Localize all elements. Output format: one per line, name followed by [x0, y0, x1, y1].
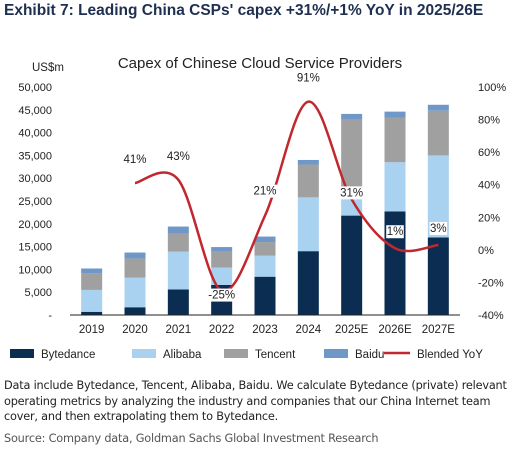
- legend-label-tencent: Tencent: [255, 349, 296, 361]
- y2-tick-label: 0%: [478, 245, 494, 257]
- bar-segment-alibaba: [427, 155, 449, 238]
- bar-segment-alibaba: [167, 251, 189, 290]
- y2-tick-label: -20%: [478, 277, 504, 289]
- bar-segment-alibaba: [211, 267, 233, 285]
- legend-swatch-baidu: [324, 349, 348, 358]
- bar-segment-bytedance: [297, 251, 319, 315]
- bar-segment-baidu: [341, 113, 363, 120]
- bar-segment-tencent: [384, 117, 406, 163]
- yoy-data-label: 43%: [167, 151, 190, 163]
- bar-segment-baidu: [167, 226, 189, 234]
- x-tick-label: 2025E: [335, 324, 369, 336]
- y-tick-label: 40,000: [18, 128, 52, 140]
- yoy-label-bg: [206, 288, 238, 302]
- y-tick-label: 15,000: [18, 242, 52, 254]
- x-tick-label: 2022: [209, 324, 235, 336]
- bar-segment-tencent: [167, 233, 189, 252]
- bar-segment-baidu: [81, 268, 103, 274]
- yoy-label-bg: [339, 186, 364, 200]
- capex-chart: Capex of Chinese Cloud Service Providers…: [10, 55, 506, 361]
- bar-segment-bytedance: [341, 215, 363, 315]
- yoy-label-bg: [122, 153, 148, 167]
- yoy-label-bg: [296, 71, 321, 85]
- bar-segment-alibaba: [81, 289, 103, 312]
- y-axis-unit-label: US$m: [32, 62, 64, 74]
- bar-segment-baidu: [297, 159, 319, 165]
- legend-swatch-tencent: [224, 349, 248, 358]
- bar-segment-bytedance: [81, 311, 103, 315]
- yoy-data-label: 41%: [123, 154, 146, 166]
- yoy-data-label: 3%: [430, 223, 447, 235]
- y-tick-label: 10,000: [18, 264, 52, 276]
- bar-segment-tencent: [427, 110, 449, 156]
- bar-segment-tencent: [254, 242, 276, 256]
- x-tick-label: 2020: [122, 324, 148, 336]
- y2-tick-label: 40%: [478, 180, 500, 192]
- y-tick-label: -: [48, 310, 52, 322]
- bar-segment-baidu: [254, 236, 276, 243]
- yoy-label-bg: [429, 221, 448, 235]
- bar-segment-tencent: [124, 258, 146, 278]
- y2-tick-label: 20%: [478, 212, 500, 224]
- yoy-data-label: -25%: [208, 290, 235, 302]
- x-tick-label: 2024: [296, 324, 322, 336]
- bar-segment-alibaba: [124, 277, 146, 308]
- yoy-label-bg: [166, 149, 191, 163]
- x-tick-label: 2027E: [422, 324, 456, 336]
- y-tick-label: 35,000: [18, 150, 52, 162]
- y-tick-label: 45,000: [18, 105, 52, 117]
- y-tick-label: 5,000: [24, 287, 52, 299]
- yoy-line: [134, 100, 439, 293]
- x-tick-label: 2019: [79, 324, 105, 336]
- legend-label-bytedance: Bytedance: [41, 349, 95, 361]
- bar-segment-baidu: [124, 252, 146, 259]
- bar-segment-bytedance: [124, 307, 146, 315]
- legend: Bytedance Alibaba Tencent Baidu Blended YoY: [10, 349, 483, 361]
- legend-swatch-bytedance: [10, 349, 34, 358]
- x-tick-label: 2021: [166, 324, 192, 336]
- yoy-data-label: 91%: [297, 73, 320, 85]
- legend-label-alibaba: Alibaba: [163, 349, 202, 361]
- yoy-data-label: 31%: [340, 187, 363, 199]
- yoy-data-label: 21%: [253, 186, 276, 198]
- y-axis-secondary: -40% -20% 0% 20% 40% 60% 80% 100%: [478, 82, 506, 322]
- exhibit-title: Exhibit 7: Leading China CSPs' capex +31…: [4, 2, 484, 19]
- yoy-data-label: 1%: [387, 226, 404, 238]
- y-tick-label: 20,000: [18, 219, 52, 231]
- source-line: Source: Company data, Goldman Sachs Glob…: [4, 432, 379, 445]
- bar-segment-bytedance: [167, 289, 189, 315]
- footnote: Data include Bytedance, Tencent, Alibaba…: [4, 379, 507, 423]
- y-tick-label: 30,000: [18, 173, 52, 185]
- bars: [81, 104, 449, 315]
- y-tick-label: 25,000: [18, 196, 52, 208]
- legend-swatch-alibaba: [132, 349, 156, 358]
- bar-segment-tencent: [297, 164, 319, 198]
- bar-segment-tencent: [341, 119, 363, 188]
- legend-label-blended-yoy: Blended YoY: [417, 349, 483, 361]
- chart-title: Capex of Chinese Cloud Service Providers: [118, 55, 402, 72]
- yoy-label-bg: [252, 184, 278, 198]
- bar-segment-bytedance: [254, 276, 276, 315]
- yoy-line-layer: 41% 43% -25% 21% 91% 31% 1% 3%: [122, 71, 448, 302]
- x-tick-label: 2026E: [378, 324, 412, 336]
- legend-label-baidu: Baidu: [355, 349, 384, 361]
- y2-tick-label: 60%: [478, 147, 500, 159]
- y-axis-primary: - 5,000 10,000 15,000 20,000 25,000 30,000 35,0…: [18, 82, 52, 322]
- bar-segment-baidu: [384, 111, 406, 118]
- bar-segment-baidu: [427, 104, 449, 111]
- bar-segment-bytedance: [427, 237, 449, 315]
- bar-segment-alibaba: [384, 162, 406, 212]
- y2-tick-label: -40%: [478, 310, 504, 322]
- yoy-label-bg: [386, 225, 404, 239]
- y2-tick-label: 80%: [478, 115, 500, 127]
- y2-tick-label: 100%: [478, 82, 506, 94]
- x-tick-label: 2023: [252, 324, 278, 336]
- x-axis: 2019 2020 2021 2022 2023 2024 2025E 2026E 2027E: [70, 314, 460, 336]
- bar-segment-tencent: [81, 273, 103, 290]
- y-tick-label: 50,000: [18, 82, 52, 94]
- bar-segment-tencent: [211, 251, 233, 268]
- bar-segment-alibaba: [297, 197, 319, 252]
- bar-segment-baidu: [211, 247, 233, 252]
- bar-segment-alibaba: [254, 255, 276, 277]
